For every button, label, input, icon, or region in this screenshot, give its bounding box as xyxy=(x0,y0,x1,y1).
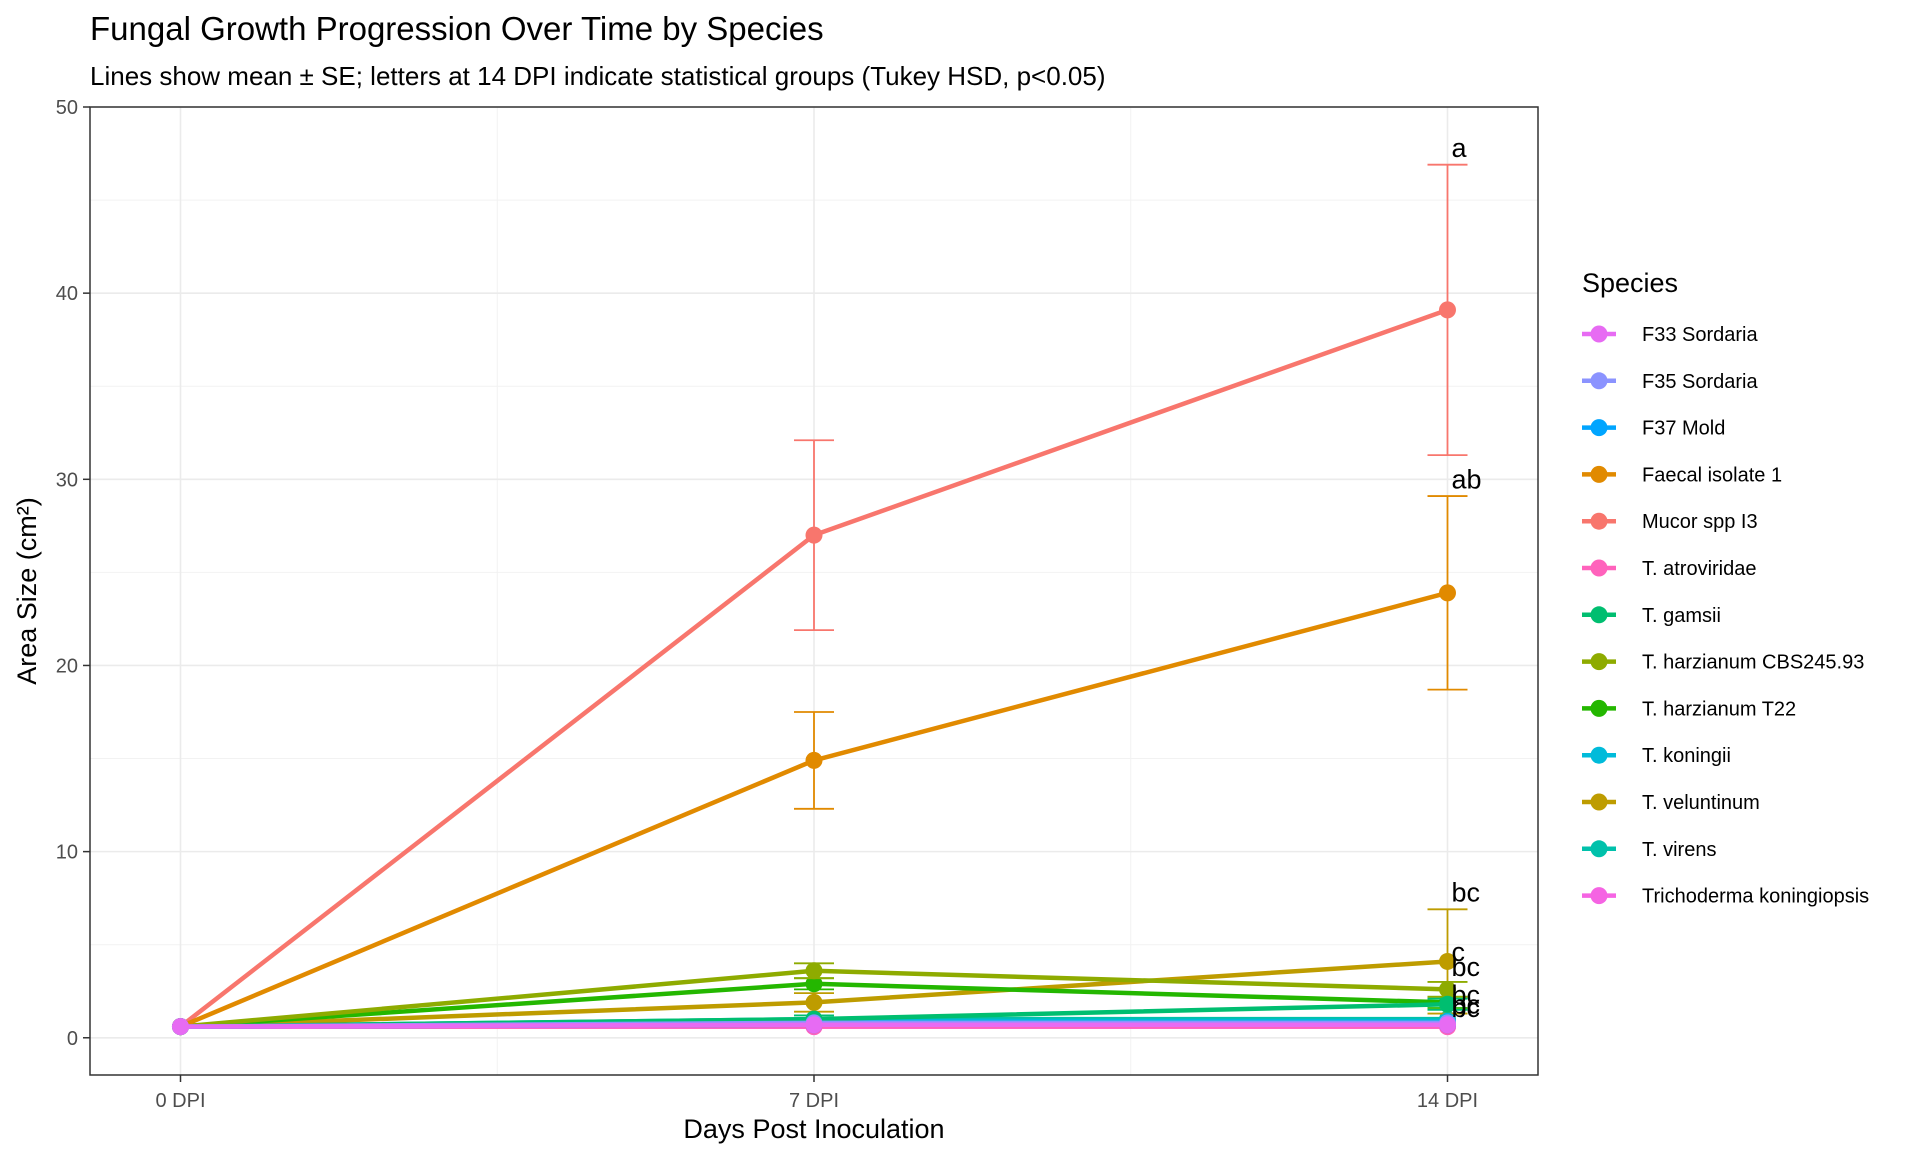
series-layer xyxy=(172,163,1468,1036)
series-group xyxy=(172,1016,1456,1036)
legend-key-point xyxy=(1590,419,1608,437)
legend-label: T. veluntinum xyxy=(1642,792,1760,814)
y-tick-label: 50 xyxy=(56,97,78,119)
data-point xyxy=(805,1016,823,1034)
legend-key-point xyxy=(1590,559,1608,577)
y-tick-label: 20 xyxy=(56,655,78,677)
data-point xyxy=(1439,952,1456,970)
x-tick-label: 7 DPI xyxy=(789,1090,839,1112)
chart-subtitle: Lines show mean ± SE; letters at 14 DPI … xyxy=(90,61,1106,91)
x-axis-title: Days Post Inoculation xyxy=(683,1114,944,1144)
group-label: ab xyxy=(1452,464,1482,494)
legend-key-point xyxy=(1590,512,1608,530)
y-tick-label: 30 xyxy=(56,469,78,491)
group-label: bc xyxy=(1452,993,1481,1023)
legend: F33 Sordaria F35 Sordaria F37 Mold Faecal i… xyxy=(1582,324,1869,908)
legend-key-point xyxy=(1590,606,1608,624)
x-tick-label: 14 DPI xyxy=(1417,1090,1478,1112)
group-label: bc xyxy=(1452,952,1481,982)
data-point xyxy=(1439,584,1456,602)
data-point xyxy=(805,993,823,1011)
y-tick-label: 10 xyxy=(56,842,78,864)
data-point xyxy=(1439,1016,1456,1034)
axes: 0 10 20 30 40 50 0 DPI 7 DPI 14 DPI xyxy=(56,97,1478,1112)
series-group xyxy=(172,163,1468,1036)
x-tick-label: 0 DPI xyxy=(155,1090,205,1112)
legend-label: Faecal isolate 1 xyxy=(1642,464,1782,486)
group-label: c xyxy=(1452,937,1466,967)
legend-label: Trichoderma koningiopsis xyxy=(1642,886,1869,908)
legend-key-point xyxy=(1590,840,1608,858)
group-label: a xyxy=(1452,133,1468,163)
y-tick-label: 40 xyxy=(56,283,78,305)
legend-key-point xyxy=(1590,465,1608,483)
group-label: bc xyxy=(1452,980,1481,1010)
data-point xyxy=(805,751,823,769)
group-label: bc xyxy=(1452,989,1481,1019)
chart-title: Fungal Growth Progression Over Time by S… xyxy=(90,10,824,47)
y-axis-title: Area Size (cm²) xyxy=(12,497,42,685)
y-tick-label: 0 xyxy=(67,1028,78,1050)
data-point xyxy=(172,1018,189,1036)
data-point xyxy=(805,526,823,544)
legend-label: T. gamsii xyxy=(1642,605,1721,627)
legend-label: T. atroviridae xyxy=(1642,558,1757,580)
legend-key-point xyxy=(1590,372,1608,390)
legend-key-point xyxy=(1590,887,1608,905)
legend-key-point xyxy=(1590,793,1608,811)
legend-label: T. virens xyxy=(1642,839,1716,861)
legend-label: T. harzianum CBS245.93 xyxy=(1642,652,1864,674)
data-point xyxy=(1439,995,1456,1013)
legend-label: T. koningii xyxy=(1642,745,1731,767)
series-group xyxy=(172,495,1468,1036)
legend-key-point xyxy=(1590,746,1608,764)
data-point xyxy=(1439,980,1456,998)
legend-label: F33 Sordaria xyxy=(1642,324,1758,346)
legend-label: F37 Mold xyxy=(1642,418,1725,440)
legend-label: F35 Sordaria xyxy=(1642,371,1758,393)
data-point xyxy=(1439,301,1456,319)
legend-key-point xyxy=(1590,653,1608,671)
data-point xyxy=(805,975,823,993)
data-point xyxy=(805,962,823,980)
legend-title: Species xyxy=(1582,268,1678,298)
legend-label: Mucor spp I3 xyxy=(1642,511,1758,533)
group-label: bc xyxy=(1452,878,1481,908)
legend-key-point xyxy=(1590,325,1608,343)
legend-key-point xyxy=(1590,699,1608,717)
legend-label: T. harzianum T22 xyxy=(1642,698,1796,720)
